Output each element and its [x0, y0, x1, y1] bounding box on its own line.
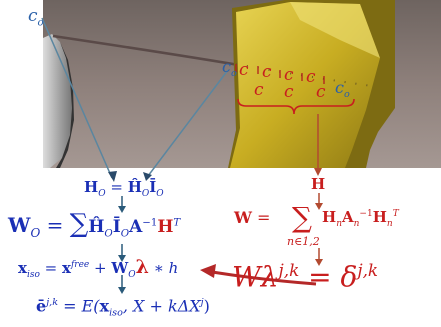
contact-label-5: c	[254, 80, 264, 100]
equation-x-iso: xiso = xfree + WOλ ∗ h	[18, 258, 178, 280]
label-c0-mid: co	[222, 57, 237, 79]
equation-h-red: H	[311, 177, 325, 192]
contact-label-2: c	[262, 62, 272, 82]
equation-w-red: W =	[234, 210, 270, 226]
arrowhead-to-lambda	[200, 264, 216, 278]
equation-w-lambda: Wλj,k = δj,k	[232, 262, 378, 291]
contact-label-1: c	[239, 60, 249, 80]
equation-w-red-rhs: HnAn−1HnT	[322, 210, 399, 229]
label-c0-right: co	[335, 78, 350, 100]
equation-h-o: HO = ĤOĪO	[84, 180, 164, 199]
equation-w-o: WO = ∑ĤOĪOA−1HT	[8, 211, 180, 240]
contact-label-7: c	[316, 82, 326, 102]
equation-e-bar: ēj,k = E(xiso, X + kΔXj)	[36, 298, 210, 318]
contact-label-4: c	[306, 67, 316, 87]
sum-symbol-red: ∑	[292, 204, 312, 232]
arrowhead-e	[118, 287, 126, 294]
contact-label-6: c	[284, 82, 294, 102]
sum-limit-red: n∈1,2	[287, 236, 320, 247]
label-c0-left: co	[28, 6, 44, 28]
